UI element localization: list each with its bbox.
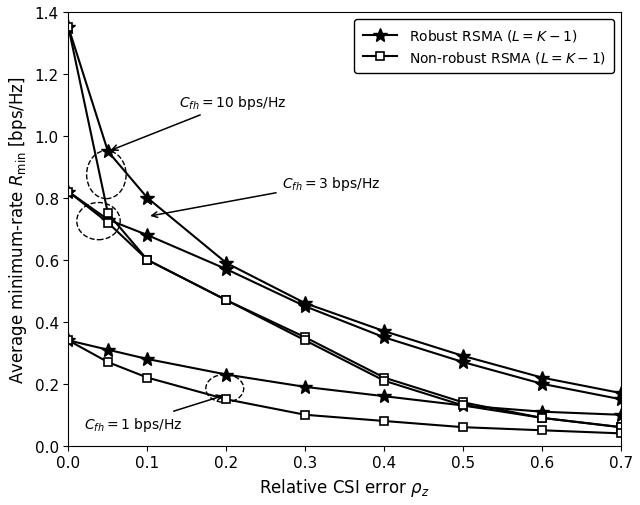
Line: Robust RSMA ($L = K - 1$): Robust RSMA ($L = K - 1$)	[61, 21, 628, 400]
Robust RSMA ($L = K - 1$)	[301, 300, 309, 307]
Text: $C_{fh} = 10$ bps/Hz: $C_{fh} = 10$ bps/Hz	[112, 94, 286, 151]
Robust RSMA ($L = K - 1$)	[538, 375, 546, 381]
Non-robust RSMA ($L = K - 1$)	[460, 399, 467, 406]
Legend: Robust RSMA ($L = K - 1$), Non-robust RSMA ($L = K - 1$): Robust RSMA ($L = K - 1$), Non-robust RS…	[355, 20, 614, 74]
Non-robust RSMA ($L = K - 1$)	[617, 424, 625, 430]
Robust RSMA ($L = K - 1$)	[143, 195, 151, 201]
Y-axis label: Average minimum-rate $R_{\mathrm{min}}$ [bps/Hz]: Average minimum-rate $R_{\mathrm{min}}$ …	[7, 76, 29, 383]
Robust RSMA ($L = K - 1$)	[223, 261, 230, 267]
Text: $C_{fh} = 1$ bps/Hz: $C_{fh} = 1$ bps/Hz	[84, 395, 222, 433]
Robust RSMA ($L = K - 1$)	[380, 328, 388, 334]
Non-robust RSMA ($L = K - 1$)	[143, 258, 151, 264]
Robust RSMA ($L = K - 1$)	[104, 149, 112, 155]
Robust RSMA ($L = K - 1$)	[65, 25, 72, 31]
Text: $C_{fh} = 3$ bps/Hz: $C_{fh} = 3$ bps/Hz	[152, 174, 380, 218]
Non-robust RSMA ($L = K - 1$)	[538, 415, 546, 421]
X-axis label: Relative CSI error $\rho_z$: Relative CSI error $\rho_z$	[259, 476, 430, 498]
Line: Non-robust RSMA ($L = K - 1$): Non-robust RSMA ($L = K - 1$)	[64, 24, 625, 431]
Non-robust RSMA ($L = K - 1$)	[223, 297, 230, 304]
Non-robust RSMA ($L = K - 1$)	[104, 211, 112, 217]
Robust RSMA ($L = K - 1$)	[460, 353, 467, 359]
Non-robust RSMA ($L = K - 1$)	[65, 25, 72, 31]
Non-robust RSMA ($L = K - 1$)	[301, 335, 309, 341]
Non-robust RSMA ($L = K - 1$)	[380, 375, 388, 381]
Robust RSMA ($L = K - 1$)	[617, 390, 625, 396]
